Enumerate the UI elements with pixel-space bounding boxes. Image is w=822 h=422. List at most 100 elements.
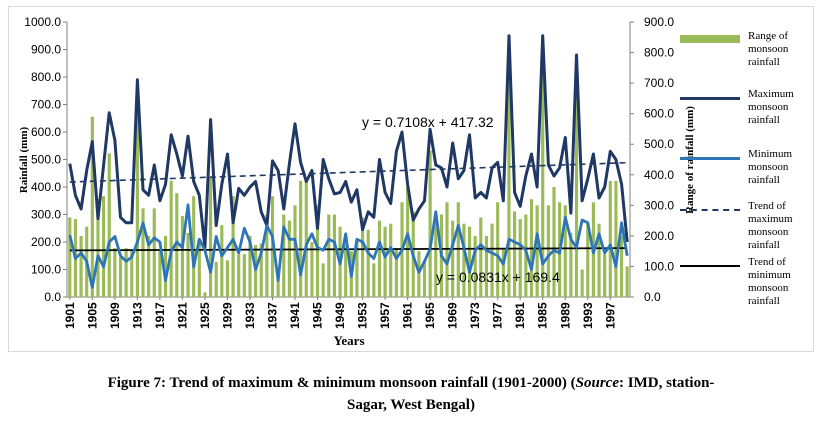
range-bar [130,251,134,297]
range-bar [625,266,629,297]
range-bar [417,251,421,297]
x-tick-label: 1961 [401,302,415,329]
range-bar [473,235,477,297]
x-tick-label: 1913 [130,302,144,329]
range-bar [276,269,280,297]
range-bar [518,219,522,297]
range-bar [619,235,624,297]
range-bar [513,211,517,297]
range-bar [79,235,83,297]
x-tick-label: 1949 [333,302,347,329]
range-bar [293,205,297,297]
right-tick-label: 500.0 [644,137,674,151]
right-tick-label: 400.0 [644,168,674,182]
caption-source-rest: : IMD, station- [619,375,715,391]
x-tick-label: 1969 [446,302,460,329]
x-tick-label: 1973 [468,302,482,329]
range-bar [220,225,224,297]
legend-label-line: Trend of [748,200,786,212]
right-tick-label: 900.0 [644,15,674,29]
right-tick-label: 200.0 [644,229,674,243]
legend-label-line: Minimum [748,148,793,160]
left-tick-label: 200.0 [31,235,61,249]
range-bar [490,223,494,297]
x-tick-label: 1945 [311,302,325,329]
legend-label-line: Trend of [748,256,786,268]
range-bar [344,245,348,297]
x-tick-label: 1925 [198,302,212,329]
min-trend-equation: y = 0.0831x + 169.4 [436,269,560,285]
x-tick-label: 1965 [423,302,437,329]
legend-label-line: monsoon [748,226,789,238]
range-bar [299,180,303,297]
legend-label-line: rainfall [748,295,780,307]
range-bar [603,254,607,297]
range-bar [282,214,286,297]
left-tick-label: 600.0 [31,125,61,139]
range-bar [366,229,370,297]
legend-label: Maximum monsoon rainfall [748,88,812,127]
legend-label-line: monsoon [748,101,789,113]
legend-swatch [680,97,740,100]
range-bar [546,205,550,297]
x-tick-label: 1989 [558,302,572,329]
x-tick-label: 1937 [265,302,279,329]
x-tick-label: 1941 [288,302,302,329]
range-bar [203,292,207,297]
right-tick-label: 600.0 [644,107,674,121]
legend-swatch [680,265,740,267]
range-bar [608,180,612,297]
range-bar [360,217,365,297]
range-bar [225,260,230,297]
max-trend-equation: y = 0.7108x + 417.32 [362,114,494,130]
caption-line-1: Figure 7: Trend of maximum & minimum mon… [107,375,715,391]
range-bar [180,216,184,297]
range-bar [563,205,567,297]
x-tick-label: 1985 [536,302,550,329]
range-bar [451,220,455,297]
legend-label: Trend of minimum monsoon rainfall [748,256,812,308]
range-bar [389,223,393,297]
range-bar [90,116,94,297]
legend-label: Minimum monsoon rainfall [748,148,812,187]
range-bar [484,235,489,297]
caption-line-2: Sagar, West Bengal) [347,397,475,413]
range-bar [163,235,168,297]
range-bar [377,220,382,297]
x-tick-label: 1929 [220,302,234,329]
range-bar [237,254,241,297]
legend-label-line: rainfall [748,239,780,251]
x-tick-label: 1901 [63,302,77,329]
x-tick-label: 1917 [153,302,167,329]
range-bar [315,205,320,297]
x-tick-label: 1997 [603,302,617,329]
right-tick-label: 100.0 [644,259,674,273]
range-bar [192,196,196,297]
range-bar [541,73,545,297]
range-bar [434,214,438,297]
x-tick-label: 1981 [513,302,527,329]
range-bar [372,263,376,297]
range-bar [107,153,111,297]
range-bar [355,242,359,297]
range-bar [580,269,584,297]
range-bar [310,242,314,297]
range-bar [102,196,106,297]
x-tick-label: 1921 [175,302,189,329]
range-bar [422,260,427,297]
left-tick-label: 300.0 [31,208,61,222]
range-bar [169,180,173,297]
legend-label-line: Maximum [748,88,794,100]
range-bar [501,248,505,297]
legend-swatch [680,209,740,211]
range-bar [175,193,179,297]
legend-label-line: rainfall [748,174,780,186]
legend-label: Trend of maximum monsoon rainfall [748,200,812,252]
range-bar [158,251,162,297]
max-rainfall-line [68,34,629,249]
right-tick-label: 700.0 [644,76,674,90]
right-tick-label: 0.0 [644,290,661,304]
range-bar [304,177,308,297]
range-bar [147,235,151,297]
x-tick-label: 1977 [491,302,505,329]
